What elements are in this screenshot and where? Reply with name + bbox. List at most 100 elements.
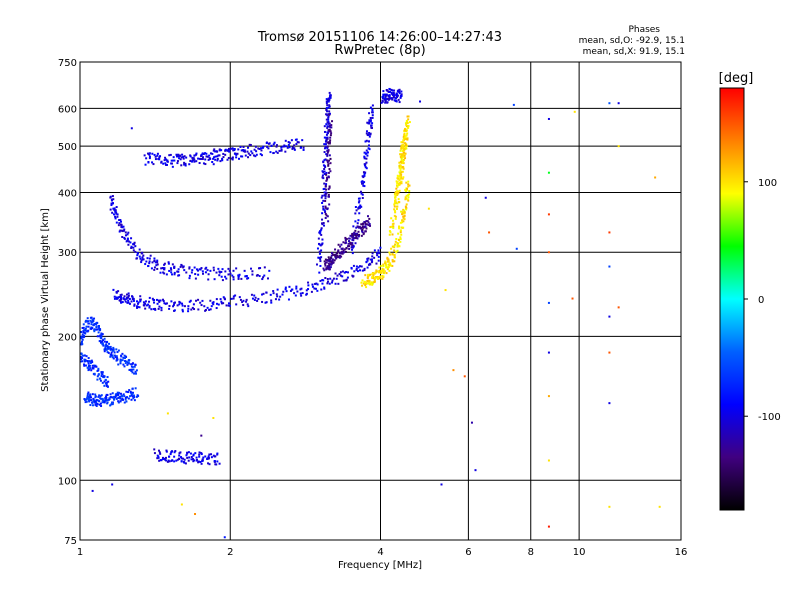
echo-point [209,299,212,302]
echo-point [368,223,371,226]
echo-point [400,154,403,157]
echo-point [388,98,391,101]
scatter-point [654,176,657,179]
echo-point [247,146,250,149]
echo-point [207,457,210,460]
echo-point [222,296,225,299]
echo-point [194,273,197,276]
x-tick-label: 2 [227,547,233,558]
echo-point [259,267,262,270]
echo-point [394,240,397,243]
echo-point [361,196,364,199]
echo-point [112,346,115,349]
scatter-point [608,102,611,105]
echo-point [406,198,409,201]
echo-point [210,305,213,308]
echo-point [99,329,102,332]
echo-point [400,226,403,229]
echo-point [350,246,353,249]
echo-point [389,263,392,266]
echo-point [361,269,364,272]
echo-point [327,129,330,132]
echo-point [382,265,385,268]
echo-point [365,161,368,164]
echo-point [327,171,330,174]
echo-point [213,148,216,151]
echo-point [101,399,104,402]
echo-point [209,269,212,272]
echo-point [403,130,406,133]
echo-point [377,271,380,274]
echo-point [368,217,371,220]
echo-point [370,281,373,284]
echo-point [293,292,296,295]
chart-subtitle: RwPretec (8p) [334,43,425,58]
echo-point [361,175,364,178]
scatter-point [427,207,430,210]
echo-point [403,211,406,214]
echo-point [181,153,184,156]
echo-point [199,301,202,304]
x-tick-label: 6 [465,547,471,558]
echo-point [335,254,338,257]
echo-point [123,401,126,404]
echo-point [344,250,347,253]
echo-point [109,404,112,407]
echo-point [254,155,257,158]
echo-point [103,350,106,353]
echo-point [235,303,238,306]
scatter-point [658,505,661,508]
echo-point [104,378,107,381]
echo-point [153,268,156,271]
echo-point [367,140,370,143]
echo-point [204,455,207,458]
echo-point [216,155,219,158]
echo-point [211,152,214,155]
echo-point [406,187,409,190]
echo-point [222,302,225,305]
echo-point [341,250,344,253]
echo-point [112,349,115,352]
echo-point [369,282,372,285]
echo-point [307,284,310,287]
echo-point [330,263,333,266]
echo-point [288,141,291,144]
echo-point [144,302,147,305]
echo-point [396,185,399,188]
echo-point [92,397,95,400]
echo-point [91,321,94,324]
echo-point [348,245,351,248]
echo-point [168,154,171,157]
echo-point [353,237,356,240]
echo-point [340,243,343,246]
echo-point [269,151,272,154]
echo-point [328,168,331,171]
echo-point [273,141,276,144]
echo-point [120,398,123,401]
echo-point [130,370,133,373]
echo-point [119,294,122,297]
echo-point [361,284,364,287]
echo-point [371,114,374,117]
echo-point [244,154,247,157]
echo-point [319,264,322,267]
echo-point [373,249,376,252]
echo-point [334,272,337,275]
echo-point [361,222,364,225]
echo-point [399,172,402,175]
echo-point [328,185,331,188]
echo-point [87,325,90,328]
echo-point [358,197,361,200]
echo-point [396,184,399,187]
echo-point [243,150,246,153]
echo-point [195,268,198,271]
echo-point [245,275,248,278]
echo-point [206,457,209,460]
echo-point [329,130,332,133]
echo-point [86,394,89,397]
echo-point [340,255,343,258]
echo-point [397,191,400,194]
echo-point [167,261,170,264]
echo-point [115,393,118,396]
